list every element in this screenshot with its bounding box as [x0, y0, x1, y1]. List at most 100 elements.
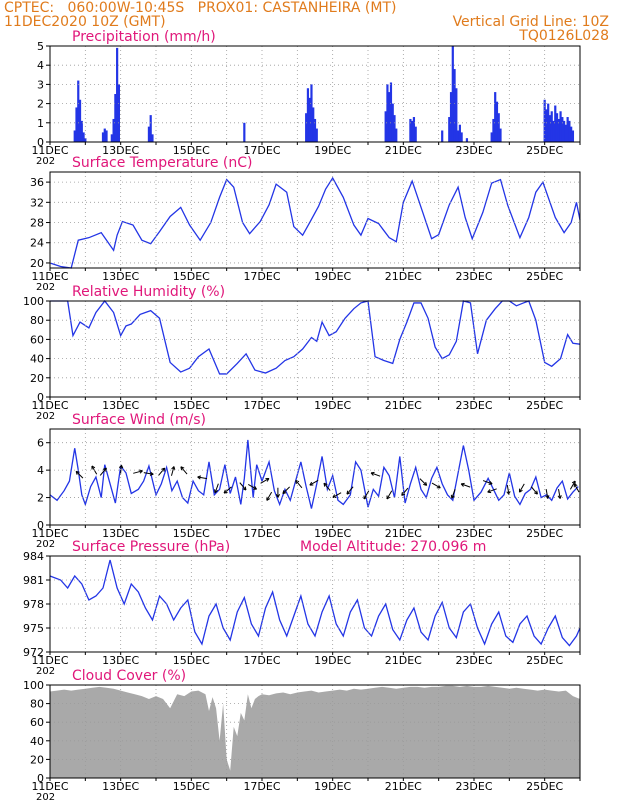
precipitation-bar — [441, 130, 444, 142]
precipitation-ytick-label: 0 — [37, 136, 44, 149]
precipitation-bar — [73, 130, 76, 142]
precipitation-bar — [499, 128, 502, 142]
relative-humidity-xtick-label: 21DEC — [385, 399, 422, 412]
surface-wind-xtick-label: 13DEC — [102, 527, 139, 540]
cloud-cover-panel: 0 20 40 60 80 100 11DEC 13DEC 15DEC 17DEC 19DEC 21D… — [23, 668, 581, 800]
cloud-cover-ytick-label: 80 — [30, 698, 44, 711]
cloud-cover-xtick-label: 23DEC — [455, 780, 492, 793]
surface-temperature-ytick-label: 32 — [30, 196, 44, 209]
surface-pressure-xtick-label: 25DEC — [526, 654, 563, 667]
surface-pressure-series-line — [49, 559, 581, 647]
surface-temperature-xtick-label: 23DEC — [455, 270, 492, 283]
wind-arrow — [530, 486, 538, 495]
cloud-cover-ytick-label: 20 — [30, 753, 44, 766]
relative-humidity-xtick-label: 15DEC — [173, 399, 210, 412]
surface-temperature-ytick-label: 20 — [30, 257, 44, 270]
precipitation-bar — [77, 80, 80, 142]
surface-temperature-xtick-label: 19DEC — [314, 270, 351, 283]
precipitation-bar — [457, 130, 460, 142]
wind-arrow — [143, 471, 154, 476]
surface-pressure-year-label: 202 — [36, 666, 55, 677]
precipitation-bar — [116, 47, 119, 142]
wind-arrow — [260, 477, 270, 484]
wind-arrow — [460, 482, 471, 488]
relative-humidity-ytick-label: 100 — [23, 295, 44, 308]
precipitation-bar — [570, 126, 573, 142]
precipitation-ytick-label: 2 — [37, 98, 44, 111]
precipitation-year-label: 202 — [36, 156, 55, 167]
surface-wind-year-label: 202 — [36, 539, 55, 550]
precipitation-bar — [388, 92, 391, 142]
precipitation-xtick-label: 13DEC — [102, 144, 139, 157]
precipitation-bar — [494, 92, 497, 142]
precipitation-bar — [414, 126, 417, 142]
precipitation-bar — [568, 120, 571, 142]
wind-arrow — [482, 480, 493, 485]
precipitation-bar — [84, 138, 87, 142]
surface-pressure-ytick-label: 984 — [23, 550, 44, 563]
surface-temperature-xtick-label: 25DEC — [526, 270, 563, 283]
wind-arrow — [487, 488, 497, 494]
cloud-cover-xtick-label: 21DEC — [385, 780, 422, 793]
surface-pressure-xtick-label: 23DEC — [455, 654, 492, 667]
precipitation-bar — [393, 115, 396, 142]
precipitation-bar — [411, 120, 414, 142]
wind-arrow — [450, 489, 456, 499]
precipitation-title: Precipitation (mm/h) — [72, 29, 216, 45]
surface-pressure-xtick-label: 13DEC — [102, 654, 139, 667]
surface-wind-ytick-label: 0 — [37, 519, 44, 532]
precipitation-bar — [492, 118, 495, 142]
precipitation-bar — [561, 117, 564, 142]
precipitation-ytick-label: 4 — [37, 59, 44, 72]
precipitation-bar — [101, 132, 105, 142]
relative-humidity-xtick-label: 17DEC — [243, 399, 280, 412]
precipitation-bar — [554, 105, 557, 142]
precipitation-bar — [312, 107, 315, 142]
relative-humidity-xtick-label: 23DEC — [455, 399, 492, 412]
cloud-cover-ytick-label: 40 — [30, 735, 44, 748]
cloud-cover-xtick-label: 13DEC — [102, 780, 139, 793]
wind-arrow — [75, 470, 84, 479]
wind-arrow — [295, 480, 303, 489]
precipitation-bar — [543, 99, 546, 142]
precipitation-bar — [547, 103, 550, 142]
surface-wind-panel: 0 2 4 6 11DEC 13DEC 15DEC 17DEC 19DEC 21DEC 23DEC 2… — [31, 412, 581, 550]
surface-wind-xtick-label: 23DEC — [455, 527, 492, 540]
wind-arrow — [309, 479, 319, 486]
cloud-cover-xtick-label: 15DEC — [173, 780, 210, 793]
surface-wind-ytick-label: 6 — [37, 437, 44, 450]
cloud-cover-xtick-label: 25DEC — [526, 780, 563, 793]
precipitation-bar — [563, 120, 566, 142]
relative-humidity-xtick-label: 25DEC — [526, 399, 563, 412]
header-grid-note: Vertical Grid Line: 10Z — [452, 14, 609, 30]
precipitation-bar — [497, 113, 500, 142]
precipitation-bar — [545, 109, 548, 142]
precipitation-bar — [151, 134, 154, 142]
surface-wind-series-line — [49, 439, 579, 509]
wind-arrow — [180, 466, 188, 475]
precipitation-bar — [243, 122, 246, 142]
wind-arrow — [158, 467, 166, 476]
precipitation-bar — [75, 107, 78, 142]
precipitation-ytick-label: 3 — [37, 78, 44, 91]
surface-pressure-xtick-label: 15DEC — [173, 654, 210, 667]
wind-arrow — [346, 486, 354, 495]
surface-pressure-xtick-label: 11DEC — [31, 654, 68, 667]
wind-arrow — [223, 486, 232, 494]
precipitation-bar — [564, 124, 567, 142]
surface-wind-xtick-label: 11DEC — [31, 527, 68, 540]
precipitation-bar — [449, 92, 453, 142]
precipitation-ytick-label: 1 — [37, 117, 44, 130]
header-line1: CPTEC: 060:00W-10:45S PROX01: CASTANHEIR… — [4, 0, 397, 16]
wind-arrow — [518, 483, 525, 493]
precipitation-bar — [103, 128, 106, 142]
surface-temperature-ytick-label: 28 — [30, 217, 44, 230]
relative-humidity-panel: 0 20 40 60 80 100 11DEC 13DEC 15DEC 17DEC 19DEC 21D… — [23, 284, 581, 422]
wind-arrow — [266, 491, 273, 501]
precipitation-xtick-label: 19DEC — [314, 144, 351, 157]
precipitation-bar — [555, 113, 559, 142]
precipitation-bar — [395, 128, 398, 142]
precipitation-bar — [458, 124, 461, 142]
precipitation-xtick-label: 21DEC — [385, 144, 422, 157]
surface-wind-ytick-label: 4 — [37, 464, 44, 477]
